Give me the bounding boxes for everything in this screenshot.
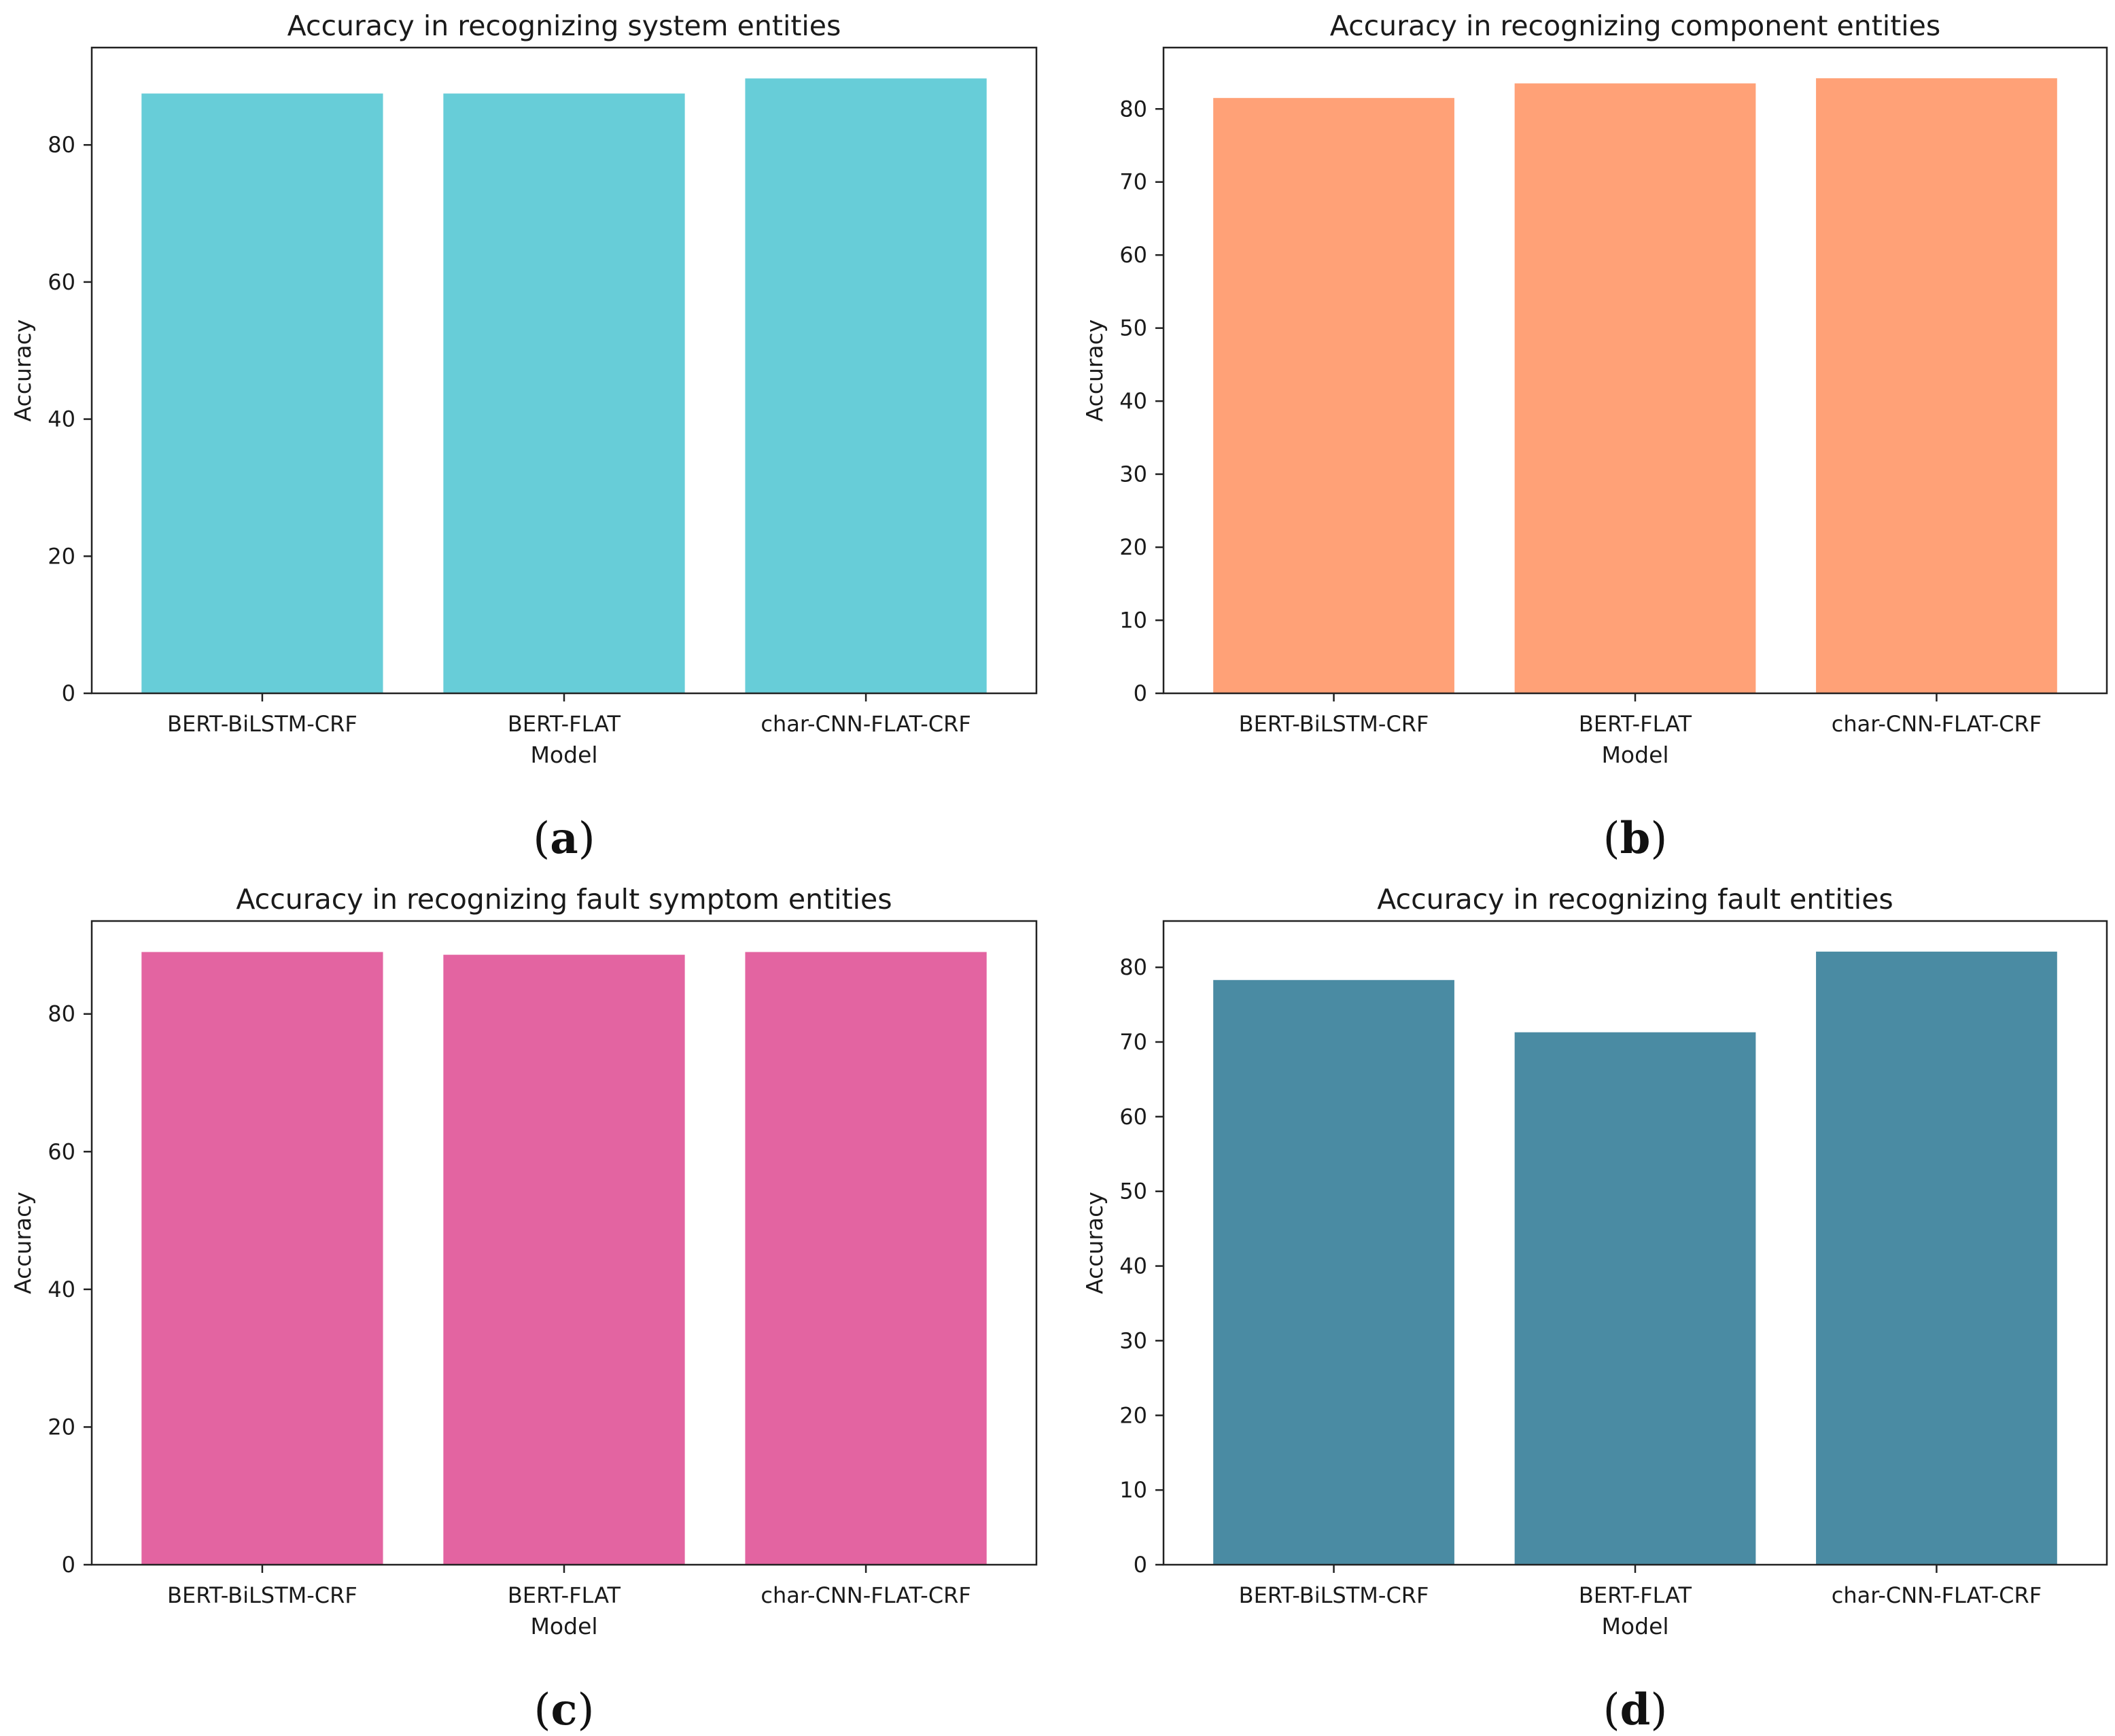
y-axis-label: Accuracy [10,1192,36,1294]
panel-label-close-paren: ) [578,814,595,864]
x-tick-label: BERT-BiLSTM-CRF [167,1582,357,1608]
bar-bert-bilstm-crf[interactable] [1213,98,1454,693]
x-tick-label: BERT-FLAT [508,711,621,737]
bar-char-cnn-flat-crf[interactable] [745,952,987,1565]
panel-label-letter: a [550,813,578,864]
y-tick-label: 60 [48,1139,75,1164]
y-tick-label: 10 [1119,608,1147,633]
panel-label-letter: b [1620,813,1651,864]
y-tick-label: 10 [1119,1477,1147,1503]
panel-label-letter: c [551,1684,578,1735]
x-axis-label: Model [1601,1613,1668,1639]
y-tick-label: 50 [1119,315,1147,341]
x-axis-label: Model [530,742,597,768]
y-tick-label: 40 [1119,1253,1147,1279]
panel-label-open-paren: ( [534,1685,551,1735]
x-tick-label: char-CNN-FLAT-CRF [761,1582,971,1608]
y-tick-label: 80 [48,1001,75,1027]
panel-label-letter: d [1620,1684,1651,1735]
bar-bert-bilstm-crf[interactable] [1213,979,1454,1565]
bar-char-cnn-flat-crf[interactable] [745,78,987,694]
x-tick-label: BERT-FLAT [1579,711,1692,737]
chart-title: Accuracy in recognizing fault entities [1377,883,1893,916]
bar-bert-flat[interactable] [443,954,685,1565]
bar-bert-flat[interactable] [1514,1032,1756,1565]
y-tick-label: 20 [48,1414,75,1440]
plot-frame [1162,46,2108,695]
y-axis-label: Accuracy [10,319,36,422]
bar-bert-flat[interactable] [443,93,685,694]
bar-bert-flat[interactable] [1514,83,1756,693]
y-tick-label: 20 [48,543,75,569]
x-tick-label: char-CNN-FLAT-CRF [1832,1582,2042,1608]
chart-panel-a: BERT-BiLSTM-CRF BERT-FLAT char-CNN-FLAT-CR… [10,10,1038,864]
bar-char-cnn-flat-crf[interactable] [1816,78,2057,694]
bar-bert-bilstm-crf[interactable] [141,952,383,1565]
panel-label-close-paren: ) [1650,814,1667,864]
x-tick-label: BERT-BiLSTM-CRF [167,711,357,737]
x-tick-label: BERT-BiLSTM-CRF [1239,711,1429,737]
plot-frame [90,46,1038,695]
y-axis-label: Accuracy [1081,1192,1108,1294]
chart-title: Accuracy in recognizing fault symptom en… [236,883,892,916]
y-tick-label: 20 [1119,534,1147,560]
plot-frame [90,920,1038,1566]
y-tick-label: 40 [1119,388,1147,414]
y-tick-label: 0 [62,680,75,706]
x-tick-label: BERT-FLAT [508,1582,621,1608]
chart-panel-d: BERT-BiLSTM-CRF BERT-FLAT char-CNN-FLAT-CR… [1081,883,2108,1735]
x-tick-label: char-CNN-FLAT-CRF [1832,711,2042,737]
y-tick-label: 60 [48,269,75,295]
y-tick-label: 80 [48,132,75,158]
panel-label: (c) [534,1684,595,1735]
y-tick-label: 70 [1119,1029,1147,1055]
panel-label: (d) [1603,1684,1668,1735]
y-tick-label: 80 [1119,96,1147,122]
chart-title: Accuracy in recognizing system entities [287,10,841,42]
y-tick-label: 0 [62,1552,75,1578]
bar-char-cnn-flat-crf[interactable] [1816,952,2057,1565]
y-tick-label: 30 [1119,1327,1147,1353]
panel-label: (b) [1603,813,1668,864]
panel-label-close-paren: ) [1650,1685,1667,1735]
chart-title: Accuracy in recognizing component entiti… [1330,10,1941,42]
y-tick-label: 60 [1119,242,1147,268]
y-tick-label: 0 [1134,680,1147,706]
panel-label: (a) [533,813,595,864]
y-tick-label: 80 [1119,954,1147,980]
y-tick-label: 70 [1119,169,1147,195]
panel-label-close-paren: ) [577,1685,594,1735]
x-axis-label: Model [530,1613,597,1639]
x-tick-label: BERT-BiLSTM-CRF [1239,1582,1429,1608]
y-tick-label: 0 [1134,1552,1147,1578]
y-tick-label: 60 [1119,1104,1147,1130]
panel-label-open-paren: ( [1603,814,1620,864]
x-axis-label: Model [1601,742,1668,768]
y-axis-label: Accuracy [1081,319,1108,422]
y-tick-label: 40 [48,1277,75,1302]
y-tick-label: 50 [1119,1179,1147,1204]
chart-panel-b: BERT-BiLSTM-CRF BERT-FLAT char-CNN-FLAT-CR… [1081,10,2108,864]
x-tick-label: BERT-FLAT [1579,1582,1692,1608]
panel-label-open-paren: ( [1603,1685,1620,1735]
y-tick-label: 30 [1119,462,1147,487]
y-tick-label: 20 [1119,1402,1147,1428]
y-tick-label: 40 [48,406,75,432]
plot-frame [1162,920,2108,1566]
x-tick-label: char-CNN-FLAT-CRF [761,711,971,737]
panel-label-open-paren: ( [533,814,550,864]
chart-panel-c: BERT-BiLSTM-CRF BERT-FLAT char-CNN-FLAT-CR… [10,883,1038,1735]
bar-bert-bilstm-crf[interactable] [141,93,383,694]
